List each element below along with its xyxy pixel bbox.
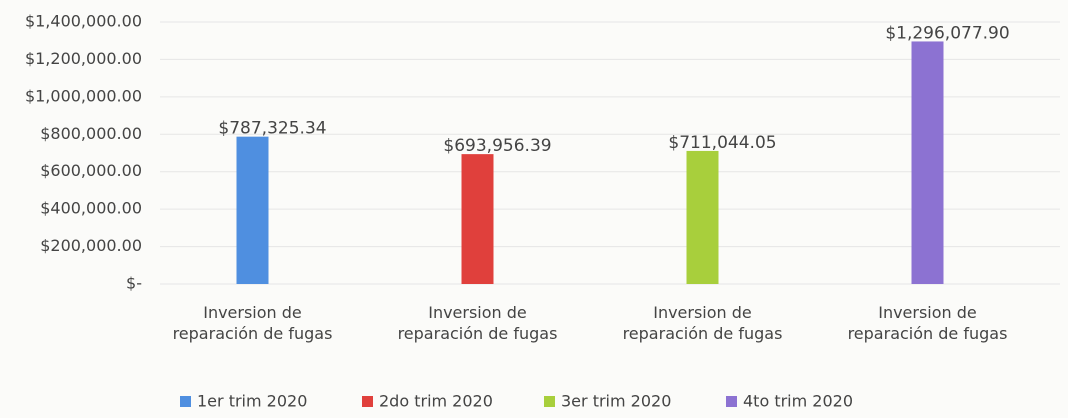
- data-label: $787,325.34: [218, 119, 326, 139]
- y-tick-label: $800,000.00: [40, 124, 142, 143]
- y-tick-label: $1,200,000.00: [25, 49, 142, 68]
- legend-swatch: [362, 396, 373, 407]
- bar: [236, 136, 269, 284]
- y-tick-label: $400,000.00: [40, 199, 142, 218]
- legend-swatch: [726, 396, 737, 407]
- data-label: $711,044.05: [668, 133, 776, 153]
- y-tick-label: $1,000,000.00: [25, 86, 142, 105]
- y-tick-label: $200,000.00: [40, 236, 142, 255]
- data-label: $1,296,077.90: [885, 23, 1009, 43]
- x-tick-label: Inversion de reparación de fugas: [847, 303, 1008, 343]
- legend-label: 3er trim 2020: [561, 392, 671, 411]
- x-tick-label: Inversion de reparación de fugas: [622, 303, 783, 343]
- y-tick-label: $-: [126, 274, 142, 293]
- y-tick-label: $600,000.00: [40, 161, 142, 180]
- data-label: $693,956.39: [443, 136, 551, 156]
- legend-label: 2do trim 2020: [379, 392, 493, 411]
- legend-swatch: [544, 396, 555, 407]
- legend-label: 4to trim 2020: [743, 392, 853, 411]
- legend-label: 1er trim 2020: [197, 392, 307, 411]
- bar: [461, 154, 494, 284]
- bar: [686, 150, 719, 284]
- y-tick-label: $1,400,000.00: [25, 12, 142, 31]
- bar: [911, 41, 944, 285]
- x-tick-label: Inversion de reparación de fugas: [172, 303, 333, 343]
- legend-swatch: [180, 396, 191, 407]
- x-tick-label: Inversion de reparación de fugas: [397, 303, 558, 343]
